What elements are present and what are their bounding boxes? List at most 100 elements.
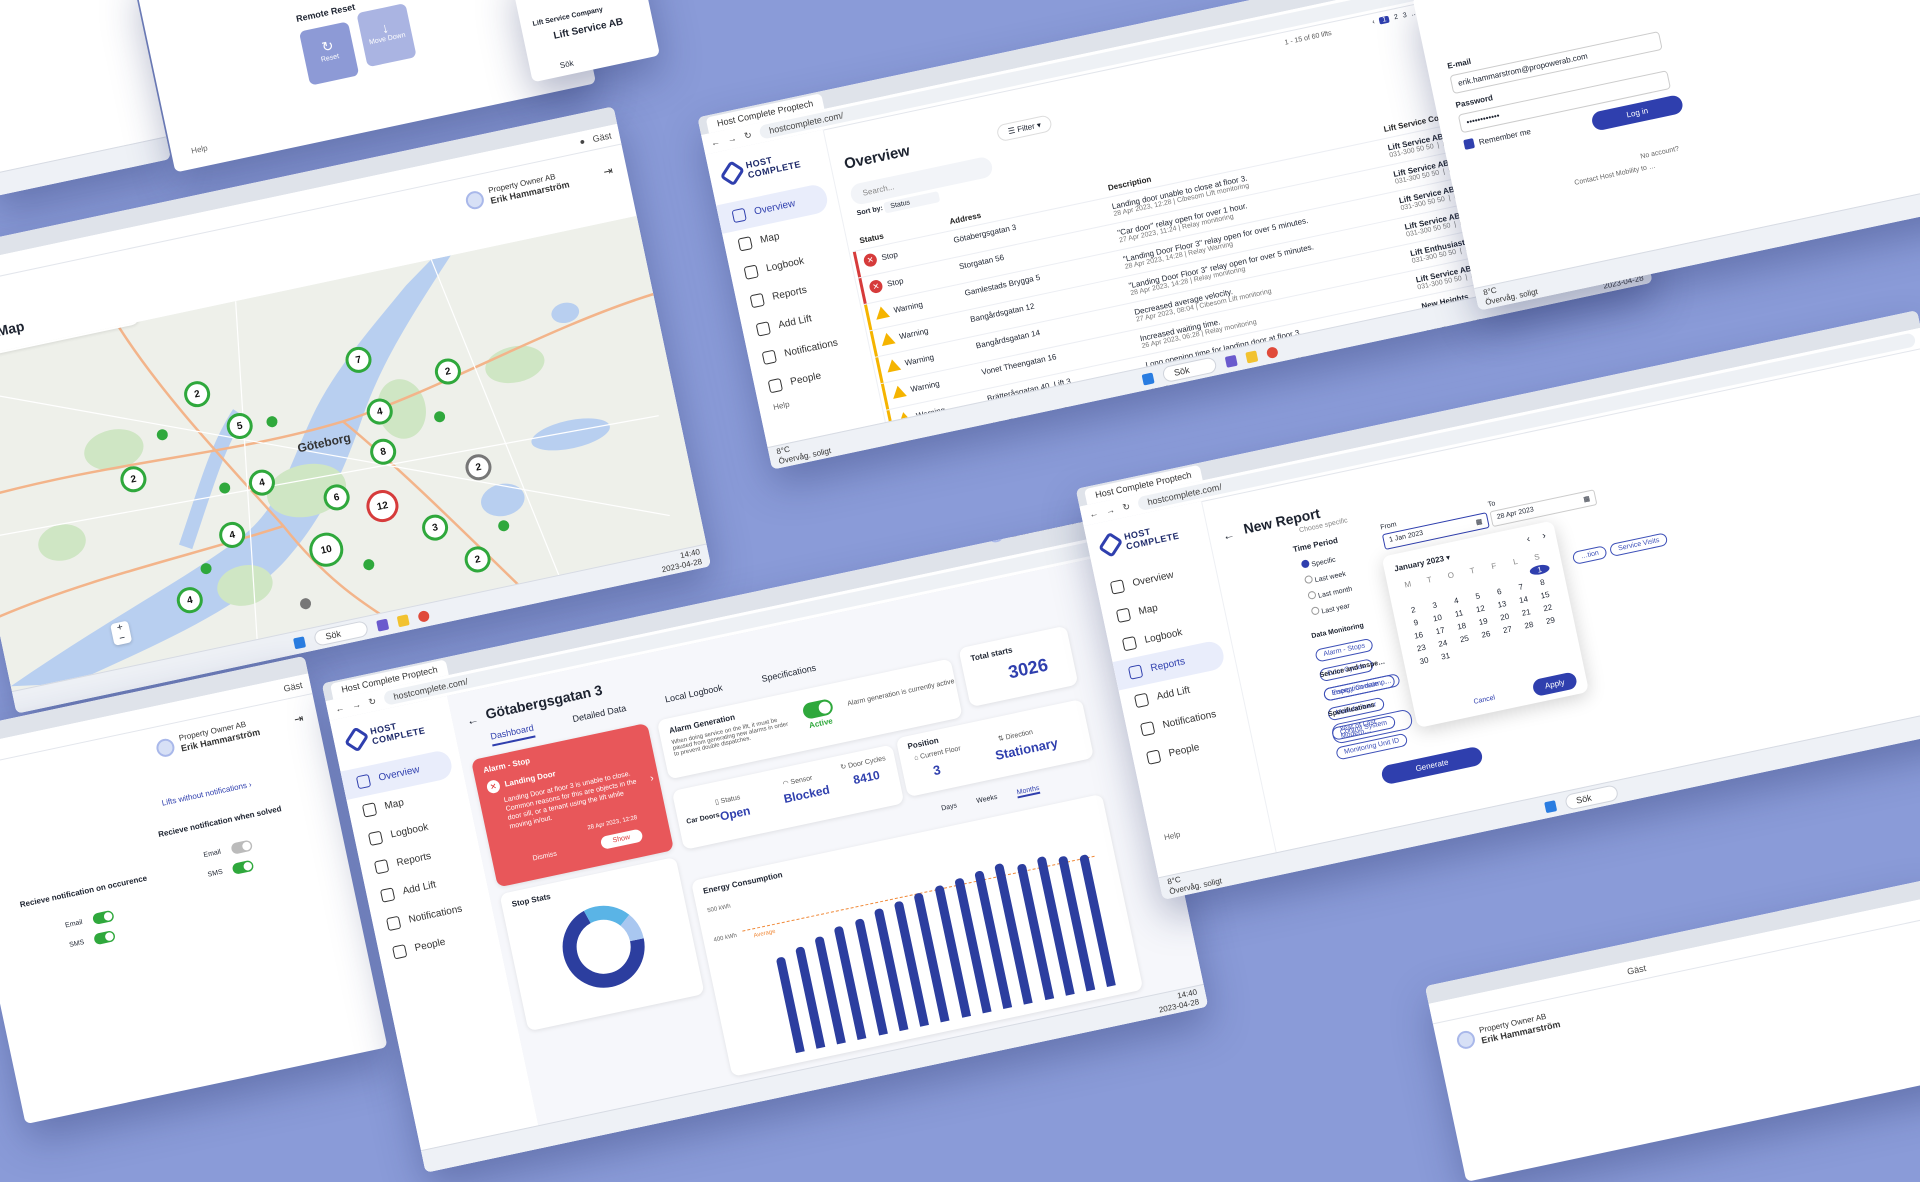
calendar-day[interactable]: 30: [1413, 654, 1434, 667]
calendar-day[interactable]: 20: [1494, 611, 1515, 624]
contact-link[interactable]: Contact Host Mobility to …: [1574, 163, 1657, 187]
tab-detailed-data[interactable]: Detailed Data: [572, 703, 628, 729]
page-prev-icon[interactable]: ‹: [1372, 19, 1376, 26]
calendar-day[interactable]: 15: [1534, 589, 1555, 602]
folder-icon[interactable]: [396, 614, 409, 627]
calendar-day[interactable]: 27: [1497, 623, 1518, 636]
windows-start-icon[interactable]: [293, 636, 306, 649]
calendar-day[interactable]: 14: [1513, 593, 1534, 606]
windows-start-icon[interactable]: [1544, 800, 1557, 813]
folder-icon[interactable]: [1245, 350, 1258, 363]
tab-dashboard[interactable]: Dashboard: [489, 723, 535, 747]
calendar-day[interactable]: 19: [1473, 615, 1494, 628]
help-link[interactable]: Help: [190, 143, 208, 155]
help-link[interactable]: Help: [772, 400, 790, 412]
page-title: Map: [0, 318, 26, 339]
page-title: Overview: [843, 142, 912, 173]
calendar-day[interactable]: 23: [1411, 642, 1432, 655]
month-select[interactable]: January 2023 ▾: [1393, 553, 1451, 574]
chrome-icon[interactable]: [1265, 346, 1278, 359]
calendar-day[interactable]: 1: [1529, 563, 1550, 576]
calendar-icon[interactable]: ▦: [1583, 494, 1591, 503]
calendar-day[interactable]: 17: [1429, 624, 1450, 637]
forward-icon[interactable]: →: [727, 133, 738, 145]
logout-icon[interactable]: ⇥: [293, 713, 304, 725]
reset-button[interactable]: ↻ Reset: [299, 21, 359, 85]
door-cycles-label: ↻ Door Cycles: [840, 754, 887, 771]
next-month-icon[interactable]: ›: [1541, 530, 1547, 541]
calendar-day[interactable]: 4: [1446, 594, 1467, 607]
show-button[interactable]: Show: [600, 829, 643, 850]
filter-icon: ☰: [146, 304, 157, 315]
teams-icon[interactable]: [1224, 354, 1237, 367]
guest-label[interactable]: Gäst: [283, 680, 304, 694]
logbook-icon: [368, 831, 383, 846]
taskbar-search[interactable]: Sök: [559, 59, 574, 71]
calendar-day[interactable]: 12: [1470, 602, 1491, 615]
dismiss-button[interactable]: Dismiss: [532, 851, 557, 863]
calendar-day[interactable]: 13: [1491, 598, 1512, 611]
guest-label[interactable]: Gäst: [1626, 963, 1647, 977]
active-toggle[interactable]: Active: [802, 698, 837, 731]
back-icon[interactable]: ←: [710, 136, 721, 148]
tab-specifications[interactable]: Specifications: [761, 663, 818, 689]
calendar-day[interactable]: 26: [1475, 628, 1496, 641]
calendar-day[interactable]: 31: [1435, 650, 1456, 663]
calendar-day[interactable]: 11: [1448, 607, 1469, 620]
range-months[interactable]: Months: [1016, 785, 1040, 799]
back-button[interactable]: ←: [1221, 527, 1236, 543]
page-2[interactable]: 2: [1393, 14, 1398, 22]
page-1[interactable]: 1: [1379, 16, 1390, 25]
calendar-day[interactable]: 28: [1518, 619, 1539, 632]
calendar-day[interactable]: 9: [1405, 616, 1426, 629]
back-icon[interactable]: ←: [334, 703, 345, 715]
calendar-icon[interactable]: ▦: [1475, 517, 1483, 526]
generate-button[interactable]: Generate: [1380, 746, 1484, 786]
windows-start-icon[interactable]: [1142, 372, 1155, 385]
forward-icon[interactable]: →: [1105, 504, 1116, 516]
alarm-active-text: Alarm generation is currently active: [847, 678, 956, 708]
range-weeks[interactable]: Weeks: [976, 794, 999, 807]
calendar-day[interactable]: 7: [1510, 581, 1531, 594]
calendar-day[interactable]: 10: [1427, 612, 1448, 625]
calendar-day[interactable]: 3: [1424, 599, 1445, 612]
calendar-day[interactable]: 25: [1454, 632, 1475, 645]
calendar-day[interactable]: 5: [1467, 590, 1488, 603]
prev-month-icon[interactable]: ‹: [1526, 534, 1532, 545]
filter-chip[interactable]: …tion: [1572, 545, 1608, 565]
reload-icon[interactable]: ↻: [1121, 501, 1131, 513]
calendar-day[interactable]: 24: [1432, 637, 1453, 650]
calendar-day[interactable]: 22: [1537, 601, 1558, 614]
teams-icon[interactable]: [376, 618, 389, 631]
back-icon[interactable]: ←: [1088, 508, 1099, 520]
back-button[interactable]: ←: [465, 712, 480, 728]
calendar-day[interactable]: 21: [1516, 606, 1537, 619]
page-3[interactable]: 3: [1402, 12, 1407, 20]
move-down-button[interactable]: ↓ Move Down: [356, 3, 416, 67]
cancel-button[interactable]: Cancel: [1473, 694, 1496, 705]
reload-icon[interactable]: ↻: [368, 695, 378, 707]
calendar-day[interactable]: 2: [1403, 603, 1424, 616]
lifts-without-notifications-link[interactable]: Lifts without notifications ›: [161, 780, 252, 808]
calendar-day[interactable]: 8: [1532, 576, 1553, 589]
range-days[interactable]: Days: [941, 802, 958, 814]
logout-icon[interactable]: ⇥: [603, 165, 614, 177]
guest-label[interactable]: Gäst: [592, 130, 613, 144]
calendar-day[interactable]: 16: [1408, 629, 1429, 642]
calendar-day[interactable]: 6: [1489, 585, 1510, 598]
taskbar-search[interactable]: Sök: [1564, 784, 1620, 811]
chrome-icon[interactable]: [417, 609, 430, 622]
help-link[interactable]: Help: [1163, 830, 1181, 842]
calendar-day[interactable]: 18: [1451, 620, 1472, 633]
forward-icon[interactable]: →: [351, 699, 362, 711]
reload-icon[interactable]: ↻: [743, 129, 753, 141]
apply-button[interactable]: Apply: [1531, 671, 1578, 697]
carousel-next-icon[interactable]: ›: [649, 773, 655, 784]
calendar-day[interactable]: 29: [1540, 614, 1561, 627]
tab-local-logbook[interactable]: Local Logbook: [664, 683, 724, 710]
guest-avatar-icon[interactable]: ●: [579, 136, 586, 147]
filter-button[interactable]: ☰ Filter ▾: [996, 114, 1054, 142]
filter-chip[interactable]: Service Visits: [1609, 532, 1668, 557]
